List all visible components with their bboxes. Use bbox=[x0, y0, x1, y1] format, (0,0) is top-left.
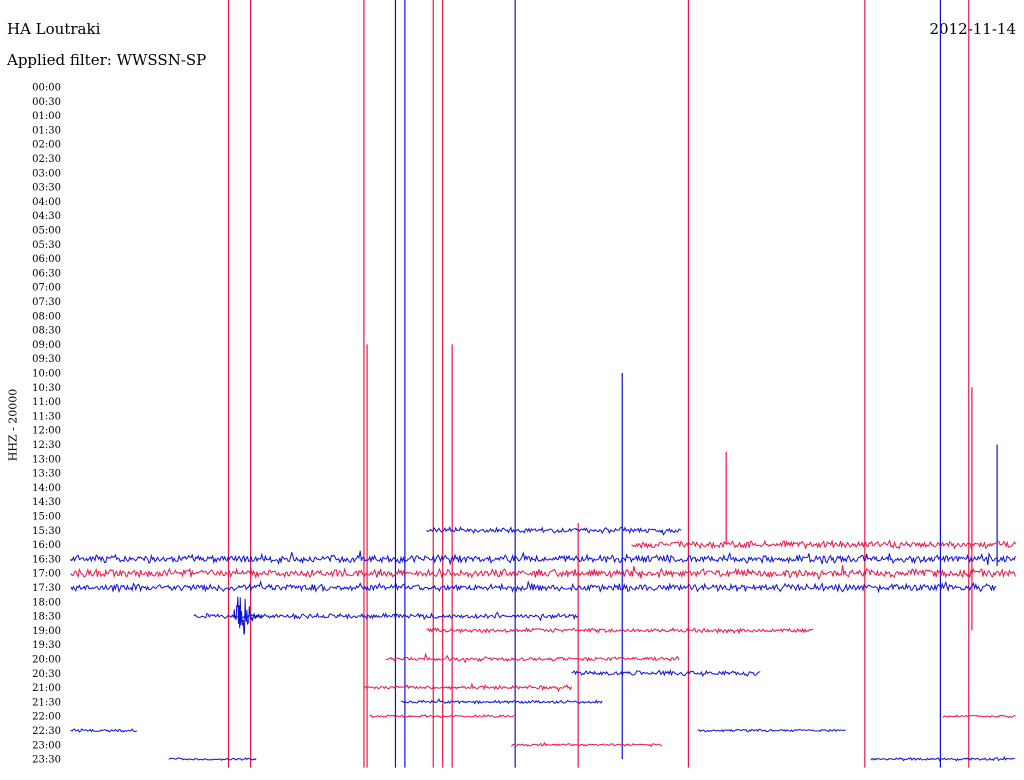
trace-lines bbox=[70, 526, 1017, 762]
row-tick-label: 05:00 bbox=[32, 226, 61, 237]
row-tick-label: 21:30 bbox=[32, 697, 61, 708]
trace-segment bbox=[369, 713, 515, 719]
trace-segment bbox=[70, 728, 138, 733]
row-tick-label: 06:30 bbox=[32, 268, 61, 279]
row-tick-label: 11:30 bbox=[32, 411, 61, 422]
row-tick-label: 07:00 bbox=[32, 283, 61, 294]
trace-segment bbox=[70, 580, 997, 594]
row-tick-label: 05:30 bbox=[32, 240, 61, 251]
row-tick-label: 10:00 bbox=[32, 369, 61, 380]
trace-segment bbox=[426, 626, 814, 635]
event-burst bbox=[232, 596, 263, 635]
row-tick-label: 18:00 bbox=[32, 597, 61, 608]
row-tick-label: 23:00 bbox=[32, 740, 61, 751]
trace-segment bbox=[70, 565, 1016, 580]
trace-segment bbox=[70, 550, 1016, 566]
trace-segment bbox=[870, 755, 1016, 762]
row-tick-label: 22:00 bbox=[32, 712, 61, 723]
row-tick-label: 16:30 bbox=[32, 554, 61, 565]
trace-segment bbox=[426, 526, 682, 536]
row-tick-labels: 00:00 00:30 01:00 01:30 02:00 02:30 03:00 03:30… bbox=[32, 83, 61, 766]
row-tick-label: 09:00 bbox=[32, 340, 61, 351]
row-tick-label: 22:30 bbox=[32, 726, 61, 737]
row-tick-label: 04:30 bbox=[32, 211, 61, 222]
row-tick-label: 12:30 bbox=[32, 440, 61, 451]
row-tick-label: 04:00 bbox=[32, 197, 61, 208]
row-tick-label: 23:30 bbox=[32, 755, 61, 766]
station-title: HA Loutraki bbox=[7, 20, 101, 38]
filter-label: Applied filter: WWSSN-SP bbox=[7, 51, 207, 69]
row-tick-label: 10:30 bbox=[32, 383, 61, 394]
trace-segment bbox=[571, 668, 761, 678]
row-tick-label: 00:00 bbox=[32, 83, 61, 94]
trace-segment bbox=[697, 728, 846, 733]
row-tick-label: 01:00 bbox=[32, 111, 61, 122]
row-tick-label: 20:00 bbox=[32, 655, 61, 666]
row-tick-label: 07:30 bbox=[32, 297, 61, 308]
row-tick-label: 08:30 bbox=[32, 326, 61, 337]
row-tick-label: 08:00 bbox=[32, 311, 61, 322]
row-tick-label: 17:30 bbox=[32, 583, 61, 594]
trace-segment bbox=[511, 741, 663, 748]
trace-segment bbox=[631, 539, 1017, 550]
trace-segment bbox=[363, 682, 573, 693]
row-tick-label: 00:30 bbox=[32, 97, 61, 108]
row-tick-label: 15:00 bbox=[32, 512, 61, 523]
row-tick-label: 17:00 bbox=[32, 569, 61, 580]
row-tick-label: 18:30 bbox=[32, 612, 61, 623]
row-tick-label: 19:00 bbox=[32, 626, 61, 637]
trace-segment bbox=[385, 652, 680, 664]
row-tick-label: 13:00 bbox=[32, 454, 61, 465]
row-tick-label: 14:30 bbox=[32, 497, 61, 508]
row-tick-label: 11:00 bbox=[32, 397, 61, 408]
row-tick-label: 09:30 bbox=[32, 354, 61, 365]
trace-segment bbox=[401, 698, 603, 705]
row-tick-label: 19:30 bbox=[32, 640, 61, 651]
row-tick-label: 02:00 bbox=[32, 140, 61, 151]
spike-lines bbox=[227, 0, 998, 768]
row-tick-label: 06:00 bbox=[32, 254, 61, 265]
row-tick-label: 13:30 bbox=[32, 469, 61, 480]
row-tick-label: 03:00 bbox=[32, 168, 61, 179]
row-tick-label: 01:30 bbox=[32, 125, 61, 136]
row-tick-label: 03:30 bbox=[32, 183, 61, 194]
record-date: 2012-11-14 bbox=[929, 20, 1016, 38]
row-tick-label: 14:00 bbox=[32, 483, 61, 494]
trace-segment bbox=[943, 714, 1016, 719]
row-tick-label: 20:30 bbox=[32, 669, 61, 680]
row-tick-label: 02:30 bbox=[32, 154, 61, 165]
row-tick-label: 15:30 bbox=[32, 526, 61, 537]
row-tick-label: 16:00 bbox=[32, 540, 61, 551]
row-tick-label: 12:00 bbox=[32, 426, 61, 437]
row-tick-label: 21:00 bbox=[32, 683, 61, 694]
trace-segment bbox=[168, 757, 257, 762]
